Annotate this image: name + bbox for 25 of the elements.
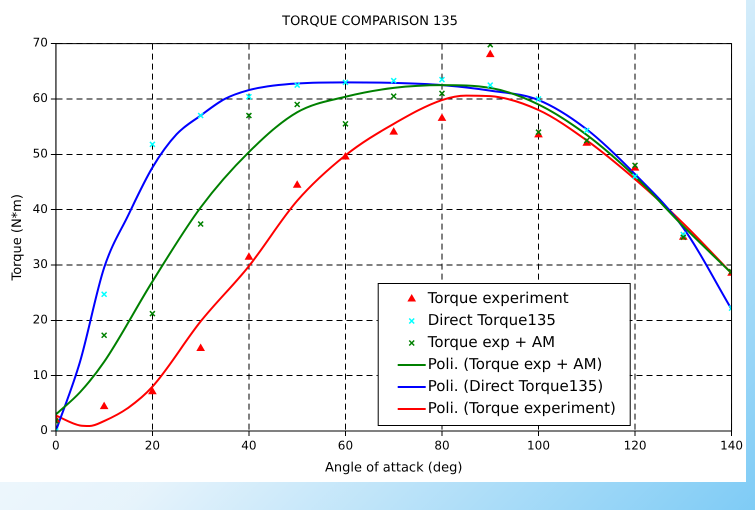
x-tick-label: 100 <box>527 438 550 452</box>
y-tick-label: 0 <box>40 423 48 438</box>
x-tick-label: 0 <box>52 438 60 452</box>
y-axis-title: Torque (N*m) <box>10 194 26 282</box>
x-tick-label: 60 <box>338 438 354 452</box>
y-tick-label: 30 <box>32 257 48 272</box>
y-tick-label: 40 <box>32 202 48 216</box>
x-tick-label: 40 <box>241 438 257 452</box>
y-tick-label: 50 <box>32 146 48 160</box>
x-tick-label: 80 <box>434 438 450 452</box>
chart-title: TORQUE COMPARISON 135 <box>281 14 458 30</box>
legend-label: Torque experiment <box>426 288 569 307</box>
legend-label: Torque exp + AM <box>426 332 556 351</box>
y-tick-label: 20 <box>32 312 48 326</box>
x-tick-label: 140 <box>720 438 743 452</box>
legend-label: Poli. (Direct Torque135) <box>428 376 604 395</box>
legend-label: Direct Torque135 <box>428 310 556 329</box>
y-tick-label: 10 <box>32 368 48 382</box>
x-axis-title: Angle of attack (deg) <box>325 460 462 476</box>
x-tick-label: 120 <box>624 438 646 452</box>
legend-label: Poli. (Torque experiment) <box>428 398 616 417</box>
y-tick-label: 60 <box>32 91 48 106</box>
x-tick-label: 20 <box>144 438 160 452</box>
y-tick-label: 70 <box>32 36 48 50</box>
legend-label: Poli. (Torque exp + AM) <box>428 354 602 373</box>
